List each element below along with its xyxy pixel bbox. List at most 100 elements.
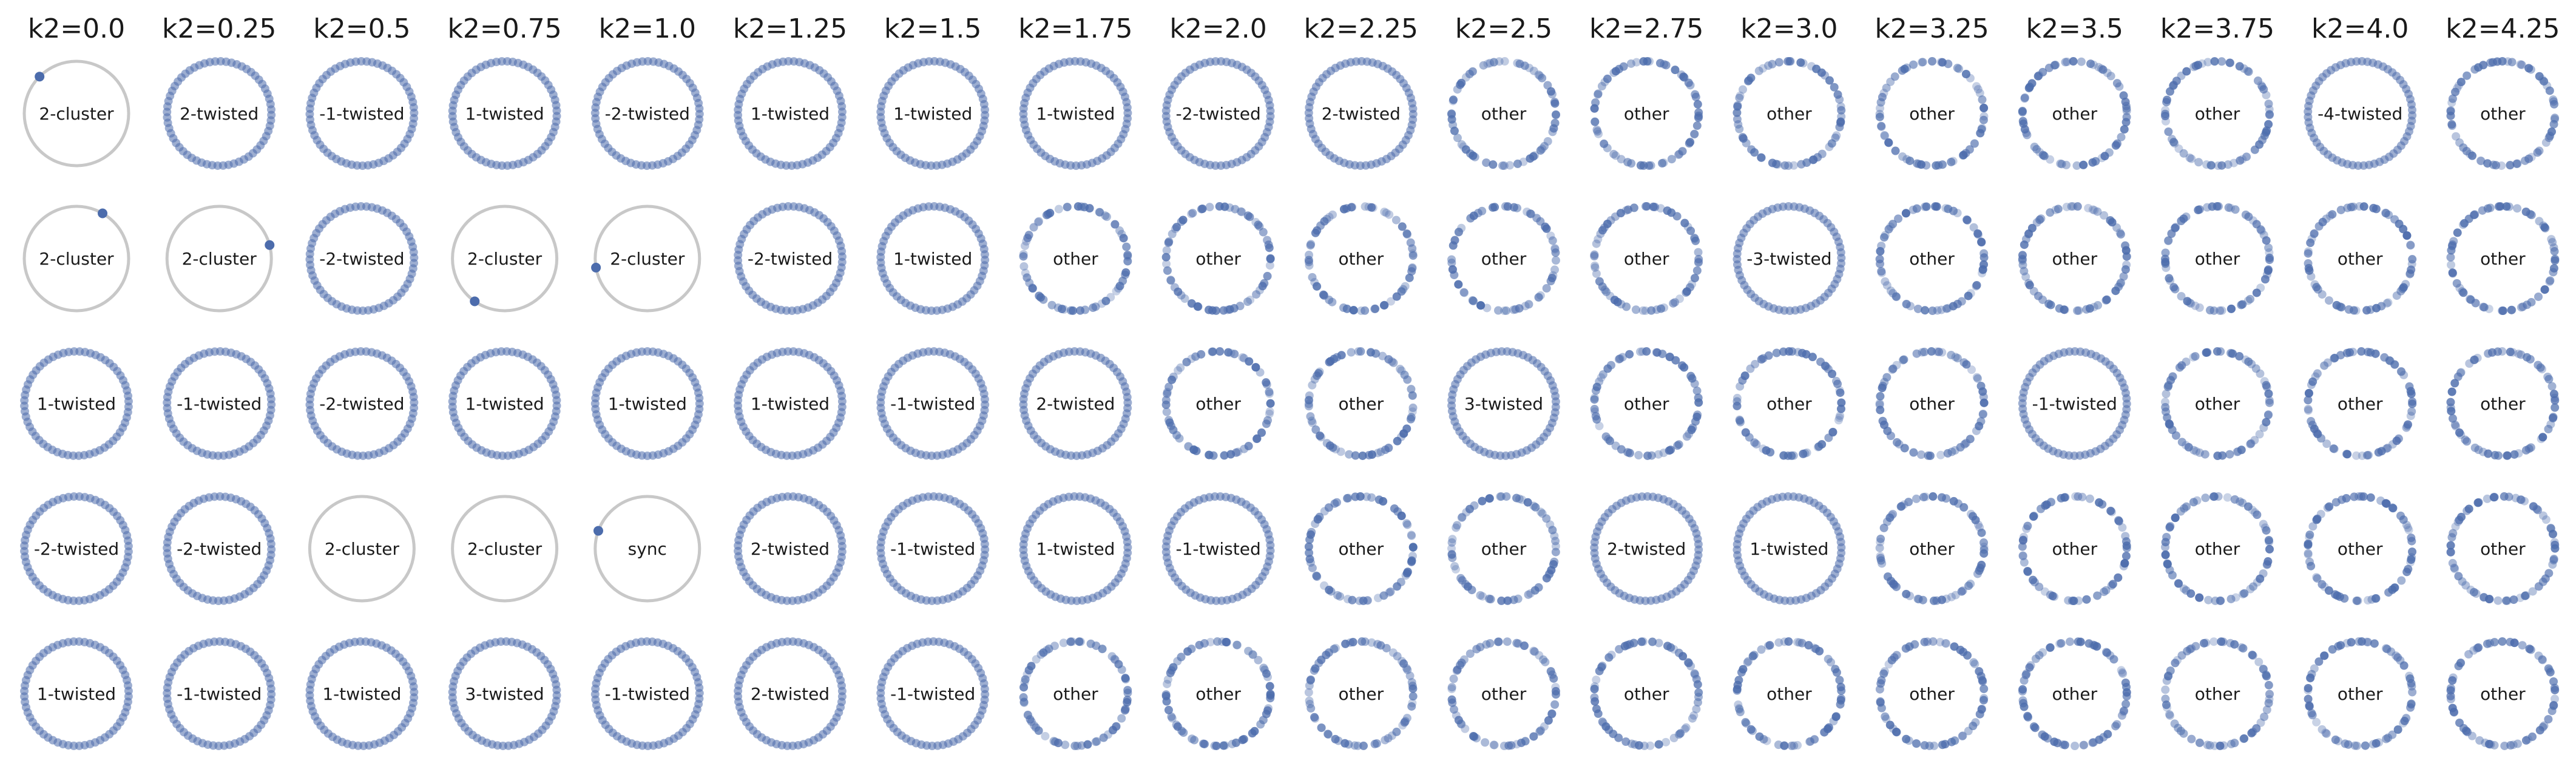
oscillator-point <box>35 507 44 516</box>
oscillator-point <box>2544 425 2553 434</box>
oscillator-point <box>1494 637 1503 646</box>
oscillator-point <box>2474 445 2483 455</box>
oscillator-point <box>1592 527 1601 536</box>
oscillator-point <box>1825 76 1834 85</box>
oscillator-point <box>2546 524 2555 533</box>
panel-label: -2-twisted <box>319 394 404 414</box>
oscillator-point <box>1550 700 1560 709</box>
oscillator-point <box>2262 236 2271 245</box>
oscillator-point <box>1751 360 1760 369</box>
oscillator-point <box>1059 638 1068 648</box>
oscillator-point <box>1054 205 1063 214</box>
oscillator-point <box>1165 382 1174 391</box>
oscillator-point <box>1550 700 1560 709</box>
panel-label: other <box>1481 684 1527 704</box>
oscillator-point <box>2185 154 2194 163</box>
oscillator-point <box>2077 57 2086 66</box>
oscillator-point <box>1966 289 1975 298</box>
oscillator-point <box>2453 372 2463 381</box>
oscillator-point <box>2194 158 2203 167</box>
oscillator-point <box>1918 595 1927 604</box>
oscillator-point <box>1032 655 1041 664</box>
oscillator-point <box>1884 660 1893 669</box>
oscillator-point <box>1347 348 1356 357</box>
oscillator-point <box>1928 57 1937 66</box>
oscillator-point <box>2025 280 2034 290</box>
panel: other <box>1019 202 1132 315</box>
panel: -1-twisted <box>876 347 990 460</box>
oscillator-point <box>1902 209 1911 218</box>
oscillator-point <box>1590 104 1599 113</box>
oscillator-point <box>2186 589 2196 598</box>
panel: other <box>1733 637 1846 750</box>
oscillator-point <box>1401 717 1410 726</box>
oscillator-point <box>1374 495 1384 504</box>
oscillator-point <box>1111 220 1120 229</box>
oscillator-point <box>1117 229 1126 239</box>
oscillator-point <box>1837 112 1846 121</box>
oscillator-point <box>2350 492 2359 501</box>
oscillator-point <box>1550 99 1560 108</box>
oscillator-point <box>2189 445 2199 455</box>
oscillator-point <box>1408 407 1417 416</box>
oscillator-point <box>1080 203 1089 212</box>
oscillator-point <box>884 517 893 526</box>
oscillator-point <box>1652 348 1662 357</box>
oscillator-point <box>1594 235 1603 244</box>
oscillator-point <box>1881 277 1890 286</box>
oscillator-point <box>1647 306 1656 315</box>
oscillator-point <box>1787 741 1796 750</box>
oscillator-point <box>1486 59 1495 68</box>
oscillator-point <box>2330 354 2339 363</box>
panel-label: other <box>2195 249 2240 269</box>
panel-label: -2-twisted <box>748 249 833 269</box>
oscillator-point <box>1648 637 1657 646</box>
oscillator-point <box>1931 202 1940 211</box>
panel-label: 1-twisted <box>1036 104 1115 124</box>
oscillator-point <box>1615 645 1624 654</box>
oscillator-point <box>1333 591 1342 600</box>
oscillator-point <box>1950 642 1959 651</box>
oscillator-point <box>1485 494 1494 503</box>
oscillator-point <box>1647 451 1656 460</box>
oscillator-point <box>1266 254 1275 263</box>
oscillator-point <box>2447 387 2456 396</box>
oscillator-point <box>2205 741 2214 750</box>
panel: 3-twisted <box>1447 347 1560 460</box>
oscillator-point <box>2224 203 2233 212</box>
oscillator-point <box>2448 94 2457 103</box>
oscillator-point <box>2544 569 2554 578</box>
panel-label: -1-twisted <box>605 684 690 704</box>
oscillator-point <box>1919 493 1929 502</box>
oscillator-point <box>1547 274 1557 283</box>
oscillator-point <box>1254 655 1263 665</box>
oscillator-point <box>1833 90 1842 99</box>
oscillator-point <box>2362 451 2371 460</box>
oscillator-point <box>2053 739 2062 748</box>
oscillator-point <box>1019 698 1029 707</box>
oscillator-point <box>1973 229 1983 238</box>
panel: 3-twisted <box>448 637 561 750</box>
oscillator-point <box>2060 305 2069 314</box>
oscillator-point <box>1881 132 1890 141</box>
oscillator-point <box>1259 663 1268 672</box>
oscillator-point <box>2056 159 2065 168</box>
oscillator-point <box>2502 202 2511 211</box>
oscillator-point <box>2074 637 2083 646</box>
oscillator-point <box>1957 297 1966 306</box>
panel: 2-cluster <box>165 205 275 313</box>
oscillator-point <box>2511 493 2520 503</box>
oscillator-point <box>1535 72 1544 81</box>
panel: other <box>2018 492 2131 605</box>
oscillator-point <box>2463 506 2472 515</box>
oscillator-point <box>1232 448 1241 457</box>
oscillator-point <box>1942 304 1952 313</box>
oscillator-point <box>1691 236 1700 245</box>
oscillator-point <box>1506 161 1515 170</box>
panel: -1-twisted <box>163 347 276 460</box>
oscillator-point <box>1470 152 1479 161</box>
oscillator-point <box>1662 737 1671 747</box>
oscillator-point <box>1763 642 1773 651</box>
panel: 2-twisted <box>734 637 847 750</box>
